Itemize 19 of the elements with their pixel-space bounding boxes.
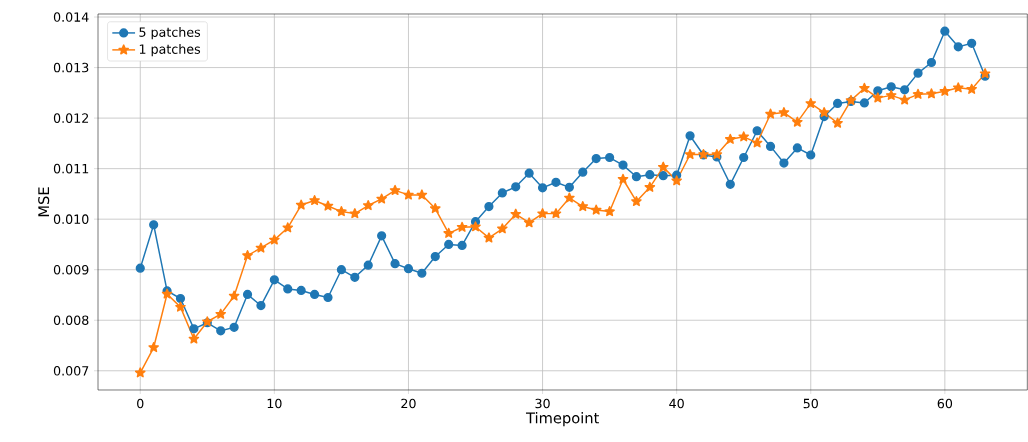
x-tick-label: 0	[137, 398, 144, 409]
x-tick-label: 50	[803, 398, 818, 409]
x-tick-label: 40	[669, 398, 684, 409]
y-tick-label: 0.007	[53, 365, 89, 376]
x-tick-label: 20	[401, 398, 416, 409]
y-tick-label: 0.013	[53, 62, 89, 73]
y-tick-label: 0.010	[53, 214, 89, 224]
y-tick-label: 0.008	[53, 315, 89, 326]
y-tick-label: 0.011	[53, 163, 89, 174]
x-tick-label: 30	[535, 398, 550, 409]
x-tick-label: 10	[267, 398, 282, 409]
y-axis-title: MSE	[38, 187, 50, 217]
x-tick-label: 60	[937, 398, 953, 409]
y-tick-label: 0.012	[53, 113, 89, 123]
y-tick-label: 0.014	[53, 12, 89, 22]
legend-label: 5 patches	[139, 27, 201, 40]
y-tick-label: 0.009	[53, 264, 89, 275]
x-axis-title: Timepoint	[525, 412, 599, 427]
legend-label: 1 patches	[139, 44, 201, 57]
